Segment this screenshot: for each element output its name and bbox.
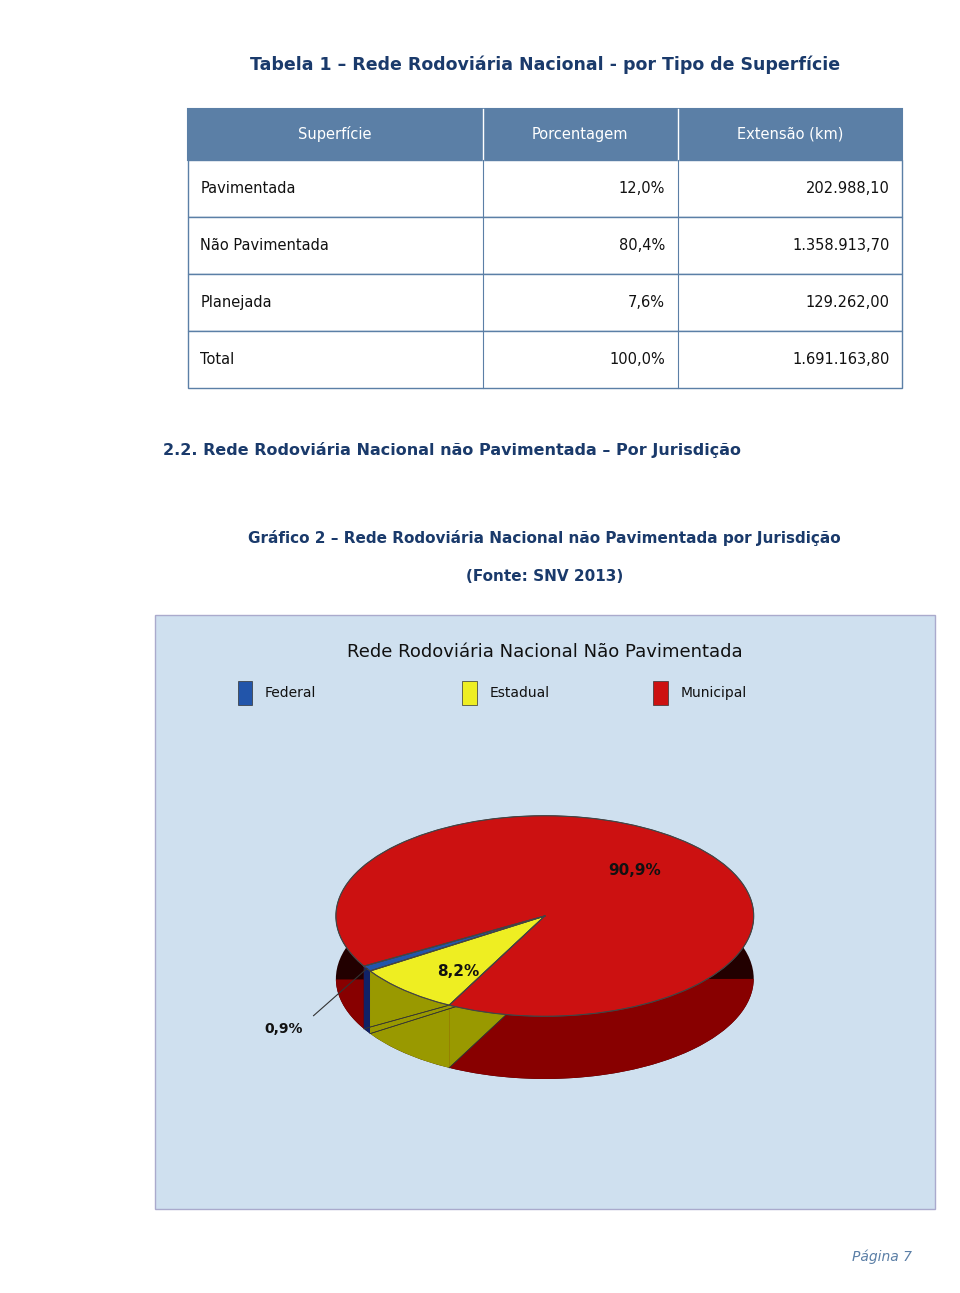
FancyBboxPatch shape xyxy=(155,615,935,1209)
Text: 100,0%: 100,0% xyxy=(610,352,665,367)
Text: 202.988,10: 202.988,10 xyxy=(805,181,889,197)
Ellipse shape xyxy=(336,878,754,1078)
Polygon shape xyxy=(370,971,449,1068)
Polygon shape xyxy=(336,816,754,1016)
Text: Porcentagem: Porcentagem xyxy=(532,127,629,142)
Text: Pavimentada: Pavimentada xyxy=(201,181,296,197)
Text: Planejada: Planejada xyxy=(201,295,272,310)
Polygon shape xyxy=(370,915,545,1033)
Text: Federal: Federal xyxy=(265,687,317,700)
Polygon shape xyxy=(364,915,545,1029)
Text: Gráfico 2 – Rede Rodoviária Nacional não Pavimentada por Jurisdição: Gráfico 2 – Rede Rodoviária Nacional não… xyxy=(249,530,841,546)
FancyBboxPatch shape xyxy=(188,160,901,217)
FancyBboxPatch shape xyxy=(188,217,901,274)
Polygon shape xyxy=(364,966,370,1033)
Text: 90,9%: 90,9% xyxy=(608,864,660,878)
Text: 8,2%: 8,2% xyxy=(437,965,479,979)
Text: 0,9%: 0,9% xyxy=(265,1021,303,1036)
Text: 12,0%: 12,0% xyxy=(619,181,665,197)
Polygon shape xyxy=(364,915,545,971)
Text: Não Pavimentada: Não Pavimentada xyxy=(201,238,329,253)
Text: Rede Rodoviária Nacional Não Pavimentada: Rede Rodoviária Nacional Não Pavimentada xyxy=(347,643,743,661)
Text: 1.358.913,70: 1.358.913,70 xyxy=(792,238,889,253)
Polygon shape xyxy=(336,917,754,1078)
Text: Superfície: Superfície xyxy=(299,127,372,142)
Text: Estadual: Estadual xyxy=(490,687,549,700)
Text: Total: Total xyxy=(201,352,234,367)
Text: Municipal: Municipal xyxy=(680,687,747,700)
Polygon shape xyxy=(449,915,545,1068)
Polygon shape xyxy=(449,915,545,1068)
FancyBboxPatch shape xyxy=(188,109,901,160)
Text: 80,4%: 80,4% xyxy=(619,238,665,253)
Text: 129.262,00: 129.262,00 xyxy=(805,295,889,310)
Polygon shape xyxy=(364,915,545,1029)
Text: 7,6%: 7,6% xyxy=(628,295,665,310)
Polygon shape xyxy=(370,915,545,1033)
Polygon shape xyxy=(370,915,545,1005)
Text: 1.691.163,80: 1.691.163,80 xyxy=(792,352,889,367)
FancyBboxPatch shape xyxy=(653,681,668,705)
Text: Página 7: Página 7 xyxy=(852,1249,912,1265)
Text: Extensão (km): Extensão (km) xyxy=(736,127,843,142)
FancyBboxPatch shape xyxy=(188,331,901,388)
FancyBboxPatch shape xyxy=(188,274,901,331)
FancyBboxPatch shape xyxy=(237,681,252,705)
Text: Tabela 1 – Rede Rodoviária Nacional - por Tipo de Superfície: Tabela 1 – Rede Rodoviária Nacional - po… xyxy=(250,56,840,74)
FancyBboxPatch shape xyxy=(462,681,477,705)
Text: 2.2. Rede Rodoviária Nacional não Pavimentada – Por Jurisdição: 2.2. Rede Rodoviária Nacional não Pavime… xyxy=(163,442,741,458)
Text: (Fonte: SNV 2013): (Fonte: SNV 2013) xyxy=(467,569,623,584)
